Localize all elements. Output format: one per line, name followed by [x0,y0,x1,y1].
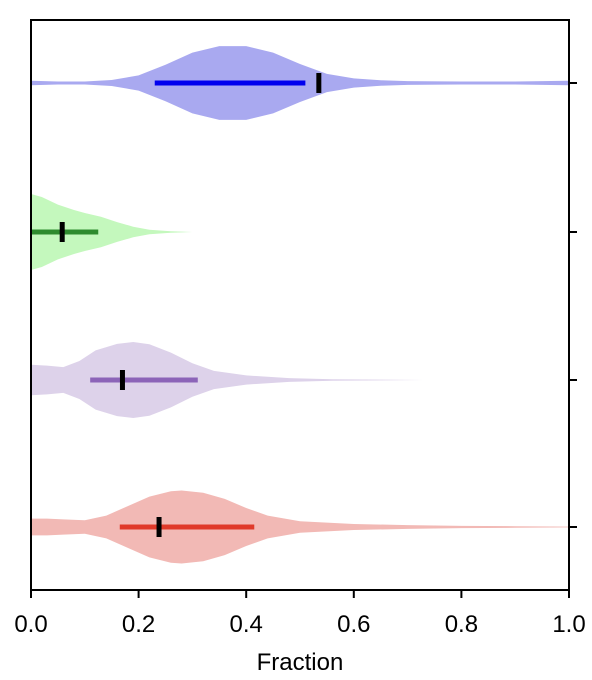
x-tick-label: 0.6 [337,611,370,638]
violin-2 [31,342,424,418]
x-axis-ticks: 0.0 0.2 0.4 0.6 0.8 1.0 [14,590,586,638]
violin-1 [31,194,247,270]
violins-layer [31,46,569,564]
x-tick-label: 0.2 [122,611,155,638]
x-tick-label: 1.0 [552,611,585,638]
violin-body-1 [31,194,247,270]
violin-3 [31,490,569,564]
violin-0 [31,46,569,120]
y-axis-ticks [569,82,577,528]
x-tick-label: 0.0 [14,611,47,638]
x-tick-label: 0.4 [230,611,263,638]
violin-body-3 [31,490,569,564]
x-axis-label: Fraction [257,649,344,676]
violin-body-2 [31,342,424,418]
plot-frame [30,19,570,591]
x-tick-label: 0.8 [445,611,478,638]
